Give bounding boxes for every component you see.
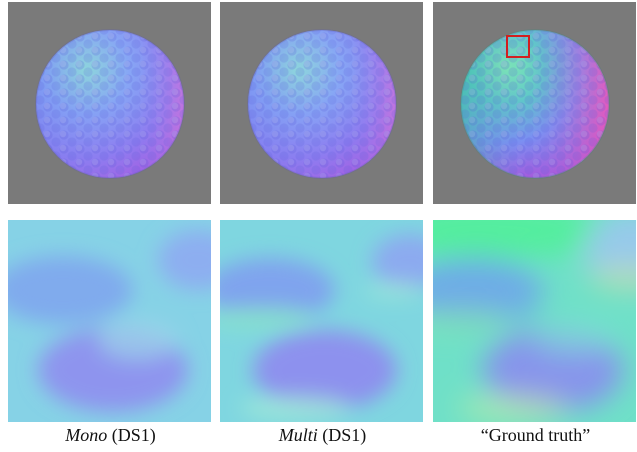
zoom-region-marker	[506, 35, 530, 58]
caption-ground-truth-text: “Ground truth”	[480, 425, 591, 445]
zoom-panel-multi	[220, 220, 423, 422]
caption-mono-method: Mono	[65, 425, 108, 445]
caption-mono-suffix: (DS1)	[107, 425, 156, 445]
sphere-panel-multi	[220, 2, 423, 204]
sphere-panel-ground-truth	[433, 2, 636, 204]
caption-multi-method: Multi	[278, 425, 318, 445]
caption-multi-suffix: (DS1)	[317, 425, 367, 445]
caption-multi: Multi (DS1)	[220, 424, 425, 446]
caption-mono: Mono (DS1)	[8, 424, 213, 446]
caption-ground-truth: “Ground truth”	[433, 424, 637, 446]
zoom-panel-ground-truth	[433, 220, 636, 422]
zoom-panel-mono	[8, 220, 211, 422]
sphere-panel-mono	[8, 2, 211, 204]
